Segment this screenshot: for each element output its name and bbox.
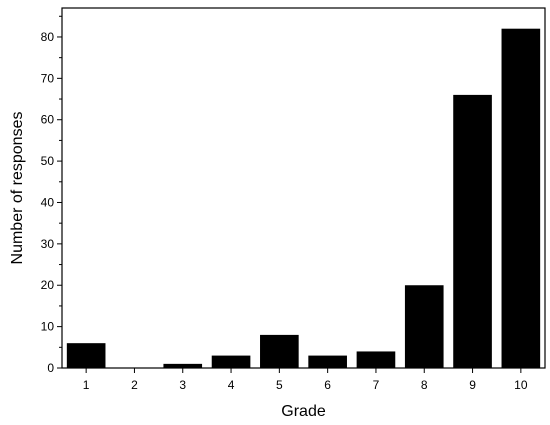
- y-tick-label: 20: [41, 278, 55, 292]
- y-tick-label: 40: [41, 195, 55, 209]
- x-tick-label: 4: [228, 378, 235, 392]
- bar-grade-7: [356, 351, 396, 368]
- bars-group: [66, 28, 541, 369]
- bar-grade-5: [260, 334, 299, 368]
- bar-grade-1: [66, 343, 106, 368]
- x-axis-ticks: 1 2 3 4 5 6 7 8 9 10: [83, 368, 528, 392]
- x-tick-label: 1: [83, 378, 90, 392]
- x-tick-label: 6: [324, 378, 331, 392]
- y-tick-label: 50: [41, 154, 55, 168]
- bar-grade-4: [211, 355, 251, 368]
- y-axis-title: Number of responses: [9, 112, 26, 265]
- y-tick-label: 70: [41, 71, 55, 85]
- bar-grade-6: [308, 355, 347, 368]
- x-tick-label: 10: [514, 378, 528, 392]
- x-tick-label: 8: [421, 378, 428, 392]
- bar-grade-10: [501, 28, 541, 368]
- x-tick-label: 2: [131, 378, 138, 392]
- y-tick-label: 10: [41, 320, 55, 334]
- x-tick-label: 7: [373, 378, 380, 392]
- bar-grade-3: [163, 363, 203, 368]
- y-axis-ticks: 0 10 20 30 40 50 60 70 80: [41, 15, 62, 375]
- y-tick-label: 0: [47, 361, 54, 375]
- plot-frame: [61, 7, 546, 369]
- y-tick-label: 80: [41, 30, 55, 44]
- x-axis-title: Grade: [281, 403, 326, 420]
- bar-grade-9: [453, 94, 492, 369]
- y-tick-label: 30: [41, 237, 55, 251]
- bar-grade-8: [404, 285, 444, 368]
- y-tick-label: 60: [41, 113, 55, 127]
- x-tick-label: 9: [469, 378, 476, 392]
- x-tick-label: 3: [179, 378, 186, 392]
- x-tick-label: 5: [276, 378, 283, 392]
